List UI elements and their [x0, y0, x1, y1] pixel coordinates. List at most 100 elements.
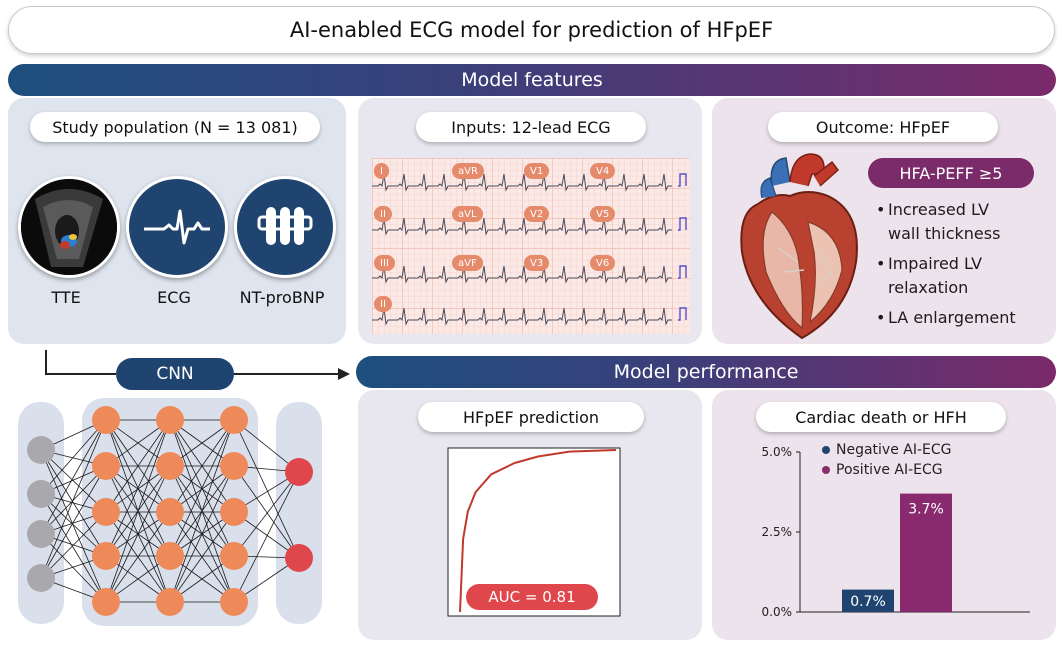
page-title: AI-enabled ECG model for prediction of H… [8, 6, 1055, 54]
nn-hidden-node [220, 452, 248, 480]
nn-hidden-node [156, 406, 184, 434]
y-tick-label: 2.5% [762, 525, 793, 539]
cnn-pill: CNN [116, 358, 234, 390]
study-population-label: Study population (N = 13 081) [52, 117, 298, 137]
lead-ii-tag: II [374, 206, 392, 222]
nt-probnp-label: NT-proBNP [239, 288, 325, 307]
calibration-pulse [678, 265, 687, 279]
calibration-pulse [678, 173, 687, 187]
nn-edge [105, 511, 171, 603]
lead-v1-tag: V1 [524, 163, 550, 179]
lead-v3-tag: V3 [524, 255, 550, 271]
nn-edge [233, 471, 300, 557]
bar-value-label: 0.7% [850, 594, 886, 610]
nn-hidden-node [92, 406, 120, 434]
ecg-trace-row [372, 173, 672, 192]
legend-label: Positive AI-ECG [836, 462, 943, 478]
hfa-peff-label: HFA-PEFF ≥5 [899, 163, 1003, 183]
study-population-pill: Study population (N = 13 081) [30, 112, 320, 142]
nn-edge [105, 419, 171, 557]
nn-edge [233, 419, 300, 559]
outcome-label: Outcome: HFpEF [815, 117, 951, 137]
bar-positive [900, 493, 952, 612]
ecg-wave-icon [126, 176, 228, 278]
inputs-pill: Inputs: 12-lead ECG [416, 112, 646, 142]
lead-v4-tag: V4 [590, 163, 616, 179]
outcome-criteria-list: • Increased LV wall thickness • Impaired… [876, 198, 1052, 330]
bar-negative [842, 589, 894, 612]
y-tick-label: 0.0% [762, 605, 793, 619]
nn-edge [40, 419, 107, 495]
cnn-label: CNN [156, 364, 194, 384]
nn-edge [40, 449, 107, 513]
nn-hidden-node [156, 452, 184, 480]
nn-input-node [27, 564, 55, 592]
inputs-label: Inputs: 12-lead ECG [451, 117, 611, 137]
ecg-strip [372, 158, 690, 334]
nn-hidden-node [156, 498, 184, 526]
model-features-banner: Model features [8, 64, 1056, 96]
nn-edge [40, 419, 107, 579]
criterion-lv-relaxation-line2: relaxation [888, 278, 969, 297]
roc-curve-line [459, 449, 617, 613]
legend-marker [822, 446, 830, 454]
hfa-peff-badge: HFA-PEFF ≥5 [868, 158, 1034, 188]
lead-v5-tag: V5 [590, 206, 616, 222]
nn-hidden-node [92, 542, 120, 570]
nn-edge [233, 471, 300, 603]
y-tick-label: 5.0% [762, 445, 793, 459]
calibration-pulse [678, 307, 687, 321]
tte-image-icon [18, 176, 120, 278]
ecg-trace-row [372, 265, 672, 284]
nn-edge [105, 465, 171, 603]
nn-input-node [27, 436, 55, 464]
nn-hidden-node [92, 588, 120, 616]
nn-hidden-node [92, 498, 120, 526]
ecg-label: ECG [157, 288, 191, 307]
page-title-text: AI-enabled ECG model for prediction of H… [289, 18, 774, 42]
criterion-item: • Increased LV wall thickness [876, 198, 1052, 246]
legend-label: Negative AI-ECG [836, 442, 952, 458]
nn-edge [40, 493, 107, 603]
model-features-label: Model features [461, 69, 603, 91]
model-performance-label: Model performance [613, 361, 799, 383]
cardiac-bar-chart: 0.0% 2.5% 5.0% Negative AI-ECG Positive AI-… [762, 442, 1030, 619]
criterion-la-enlargement: LA enlargement [888, 308, 1016, 327]
cnn-connector [45, 350, 350, 380]
nn-input-node [27, 520, 55, 548]
nn-edge [40, 511, 107, 579]
neural-network [27, 406, 313, 616]
nn-edge [105, 419, 171, 513]
cardiac-pill: Cardiac death or HFH [756, 402, 1006, 432]
legend-marker [822, 466, 830, 474]
auc-badge: AUC = 0.81 [466, 584, 598, 610]
nn-output-node [285, 544, 313, 572]
nn-input-node [27, 480, 55, 508]
nn-edge [40, 493, 107, 557]
cardiac-label: Cardiac death or HFH [795, 407, 967, 427]
nn-edge [169, 419, 235, 513]
heart-icon [740, 153, 858, 340]
nn-hidden-node [220, 588, 248, 616]
ecg-trace-row [372, 307, 672, 326]
arrow-right-icon [338, 368, 350, 380]
nn-edge [169, 511, 235, 603]
nn-output-node [285, 458, 313, 486]
nn-edge [40, 449, 107, 603]
nn-hidden-node [220, 498, 248, 526]
criterion-item: • Impaired LV relaxation [876, 252, 1052, 300]
hfpef-prediction-pill: HFpEF prediction [418, 402, 644, 432]
nn-hidden-node [92, 452, 120, 480]
lead-v2-tag: V2 [524, 206, 550, 222]
nn-edge [40, 465, 107, 579]
criterion-lv-thickness-line1: Increased LV [888, 200, 990, 219]
lead-avl-tag: aVL [452, 206, 483, 222]
nn-edge [169, 419, 235, 603]
nn-edge [40, 533, 107, 603]
ecg-trace-row [372, 217, 672, 236]
bar-value-label: 3.7% [908, 502, 944, 518]
calibration-pulse [678, 217, 687, 231]
lead-v6-tag: V6 [590, 255, 616, 271]
auc-label: AUC = 0.81 [488, 588, 576, 606]
nn-edge [105, 419, 171, 603]
